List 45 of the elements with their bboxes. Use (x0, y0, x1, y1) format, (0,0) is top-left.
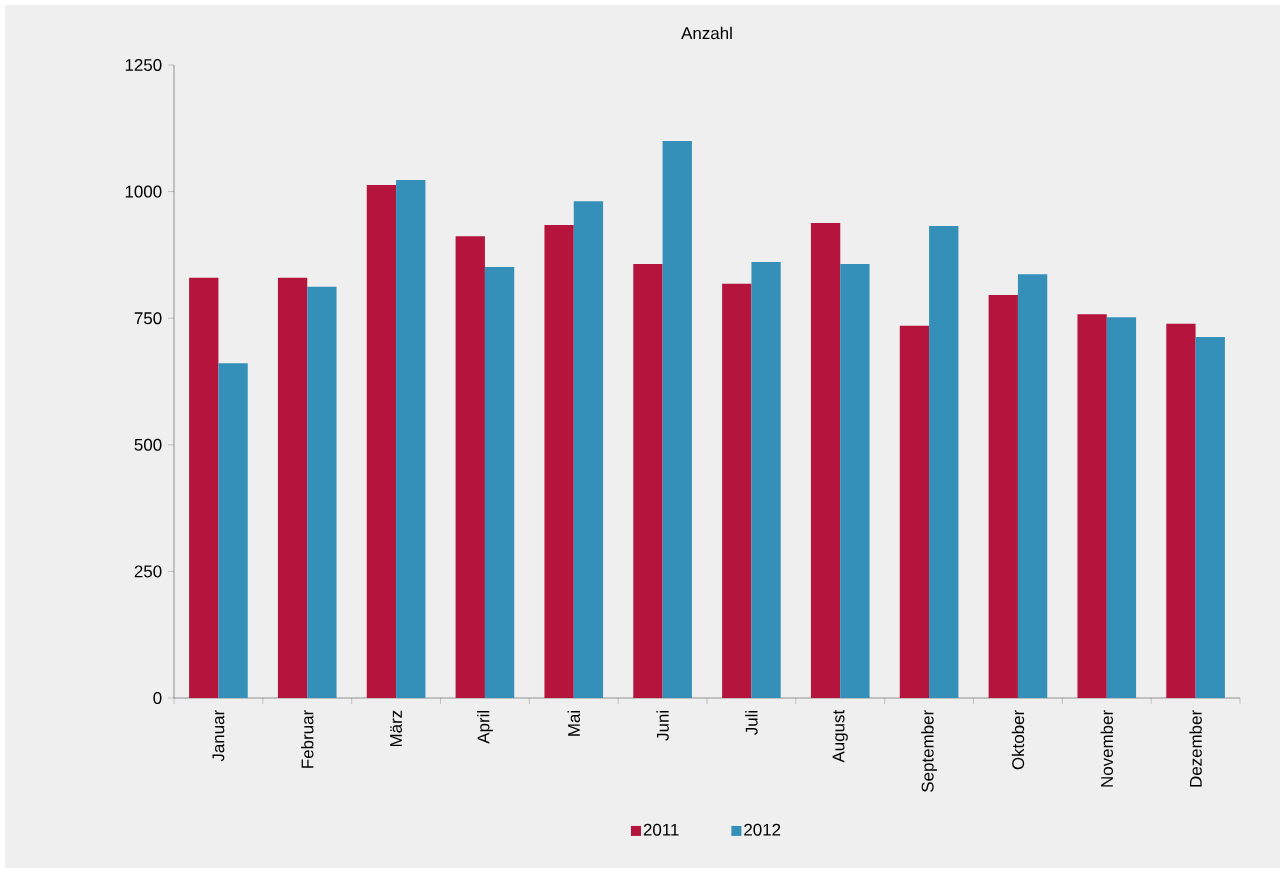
bar (722, 283, 752, 698)
bar (840, 264, 870, 698)
bar (189, 277, 219, 698)
chart-title: Anzahl (681, 26, 732, 40)
y-tick-label: 500 (134, 438, 162, 451)
bar (366, 185, 397, 698)
bar (573, 201, 604, 698)
y-tick-label: 1000 (125, 185, 162, 198)
bar (1077, 314, 1107, 698)
bar (455, 236, 485, 698)
bar (633, 264, 663, 698)
bar (899, 325, 930, 698)
x-tick-label: Mai (567, 710, 580, 736)
x-tick-label: Januar (212, 710, 225, 762)
bar (929, 226, 959, 698)
bar (1166, 323, 1196, 698)
bar (307, 286, 337, 698)
y-tick-label: 250 (134, 565, 162, 578)
legend-label: 2011 (643, 823, 679, 836)
bar (544, 225, 574, 698)
x-tick-label: Oktober (1011, 710, 1025, 770)
y-tick-label: 750 (134, 312, 162, 325)
bar (1017, 274, 1048, 698)
bar (1106, 317, 1137, 698)
x-tick-label: August (832, 709, 848, 763)
bar (484, 267, 515, 698)
x-tick-label: März (390, 710, 402, 747)
bar (396, 179, 426, 698)
bar (662, 140, 692, 698)
bar (218, 363, 248, 698)
bar (988, 294, 1018, 698)
x-tick-label: Februar (301, 710, 314, 768)
x-tick-label: April (477, 710, 493, 744)
bar (751, 261, 781, 698)
x-tick-label: Juni (656, 710, 669, 741)
y-tick-label: 0 (153, 692, 162, 704)
x-tick-label: Juli (745, 710, 758, 735)
bar (277, 277, 308, 698)
x-tick-label: November (1100, 710, 1113, 787)
x-tick-label: September (921, 710, 937, 792)
x-tick-label: Dezember (1189, 710, 1202, 787)
y-tick-label: 1250 (125, 58, 162, 71)
legend-label: 2012 (744, 823, 781, 836)
bar (1195, 336, 1225, 698)
bar (810, 222, 841, 698)
